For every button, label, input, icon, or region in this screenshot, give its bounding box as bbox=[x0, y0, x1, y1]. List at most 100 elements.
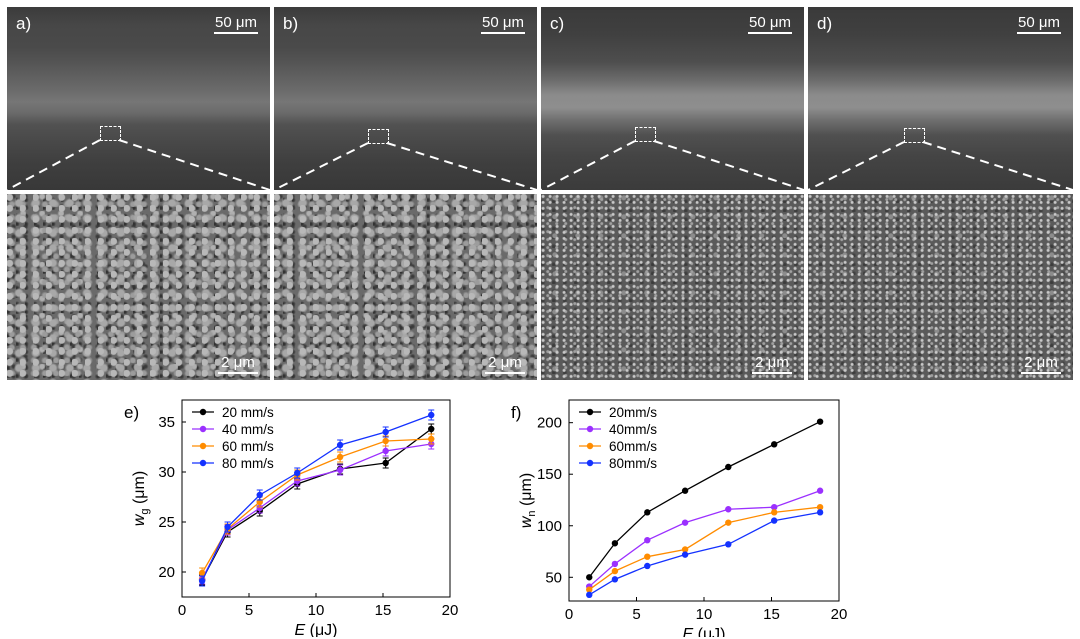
data-point bbox=[611, 576, 619, 583]
scale-label-bottom-c: 2 μm bbox=[755, 354, 789, 371]
scale-label-bottom-a: 2 μm bbox=[221, 354, 255, 371]
data-point bbox=[644, 509, 651, 516]
x-axis-symbol: E bbox=[295, 622, 306, 637]
zoom-lines-c bbox=[541, 140, 804, 190]
data-point bbox=[681, 487, 689, 494]
series-line bbox=[588, 490, 821, 588]
data-point bbox=[294, 477, 301, 485]
data-point bbox=[198, 577, 206, 585]
zoom-region-d bbox=[904, 128, 925, 143]
data-point bbox=[382, 428, 389, 436]
zoom-lines-a bbox=[7, 139, 270, 190]
y-axis-label: wg (μm) bbox=[131, 471, 151, 526]
data-point bbox=[586, 574, 593, 581]
y-axis-subscript: n bbox=[526, 510, 538, 516]
y-axis-label: wn (μm) bbox=[518, 473, 538, 528]
y-axis-unit: (μm) bbox=[131, 471, 148, 509]
legend-label: 80mm/s bbox=[609, 456, 657, 471]
data-point bbox=[428, 411, 435, 419]
y-axis-symbol: w bbox=[131, 513, 148, 526]
data-point bbox=[771, 441, 778, 448]
data-point bbox=[586, 586, 593, 593]
sem-zoom-d: 2 μm bbox=[808, 194, 1073, 380]
scale-label-top-a: 50 μm bbox=[215, 14, 257, 31]
data-point bbox=[586, 591, 593, 599]
legend-label: 60mm/s bbox=[609, 439, 657, 454]
data-point bbox=[611, 540, 619, 547]
data-point bbox=[198, 569, 206, 577]
data-point bbox=[725, 463, 732, 471]
panel-label-d: d) bbox=[817, 14, 833, 33]
data-point bbox=[771, 504, 778, 511]
scale-bar-top-c: 50 μm bbox=[748, 14, 792, 34]
x-axis-label: E (μJ) bbox=[295, 622, 338, 637]
x-tick-label: 20 bbox=[442, 602, 459, 619]
x-axis-label: E (μJ) bbox=[683, 626, 726, 637]
scale-bar-top-d: 50 μm bbox=[1017, 14, 1061, 34]
panel-label: e) bbox=[124, 403, 139, 422]
data-point bbox=[771, 517, 778, 524]
legend-label: 40mm/s bbox=[609, 422, 657, 437]
zoom-region-c bbox=[635, 127, 656, 142]
scale-bar-top-a: 50 μm bbox=[214, 14, 258, 34]
data-point bbox=[428, 435, 435, 443]
scale-label-top-c: 50 μm bbox=[749, 14, 791, 31]
data-point bbox=[611, 560, 619, 568]
data-point bbox=[725, 519, 732, 526]
legend-marker bbox=[586, 425, 594, 433]
legend-label: 20 mm/s bbox=[222, 405, 274, 420]
zoom-lines-d bbox=[808, 141, 1073, 190]
chart-wn-vs-energy: f) 0 5 10 15 20 50 100 150 200 E (μJ) wn (μm) 20mm/s… bbox=[511, 399, 847, 637]
x-tick-label: 5 bbox=[632, 606, 640, 623]
x-tick-label: 15 bbox=[375, 602, 392, 619]
panel-label-a: a) bbox=[16, 14, 32, 33]
scale-label-bottom-d: 2 μm bbox=[1024, 354, 1058, 371]
y-tick-label: 30 bbox=[158, 464, 175, 481]
sem-overview-a: a) 50 μm bbox=[7, 7, 270, 190]
panel-label-c: c) bbox=[550, 14, 565, 33]
data-point bbox=[816, 418, 824, 425]
y-axis-subscript: g bbox=[139, 508, 151, 514]
x-tick-label: 10 bbox=[308, 602, 325, 619]
sem-zoom-a: 2 μm bbox=[7, 194, 270, 380]
data-point bbox=[382, 459, 389, 467]
legend-marker bbox=[586, 442, 594, 450]
y-tick-label: 50 bbox=[545, 569, 562, 586]
data-point bbox=[725, 506, 732, 513]
legend-marker bbox=[586, 459, 594, 467]
scale-bar-bottom-c: 2 μm bbox=[752, 354, 792, 374]
data-point bbox=[256, 504, 263, 512]
scale-bar-bottom-d: 2 μm bbox=[1021, 354, 1061, 374]
chart-wg-vs-energy: e) 0 5 10 15 20 20 25 30 35 E (μJ) wg (μm) 20 mm/s 40… bbox=[124, 399, 459, 637]
data-point bbox=[611, 567, 619, 575]
legend-marker bbox=[199, 408, 207, 416]
data-point bbox=[644, 553, 651, 560]
data-point bbox=[681, 519, 689, 526]
legend-marker bbox=[199, 442, 207, 450]
sem-overview-b: b) 50 μm bbox=[274, 7, 537, 190]
data-point bbox=[816, 487, 824, 494]
series-line bbox=[588, 506, 821, 591]
x-axis-symbol: E bbox=[683, 626, 694, 637]
legend-label: 20mm/s bbox=[609, 405, 657, 420]
x-tick-label: 0 bbox=[565, 606, 573, 623]
y-axis-symbol: w bbox=[518, 515, 535, 528]
series-line bbox=[588, 511, 821, 596]
legend-marker bbox=[586, 408, 594, 416]
x-axis-unit: (μJ) bbox=[693, 626, 725, 637]
data-point bbox=[816, 509, 824, 516]
data-point bbox=[382, 437, 389, 445]
legend-marker bbox=[199, 425, 207, 433]
sem-overview-d: d) 50 μm bbox=[808, 7, 1073, 190]
legend-label: 80 mm/s bbox=[222, 456, 274, 471]
zoom-lines-b bbox=[274, 142, 537, 190]
scale-bar-bottom-a: 2 μm bbox=[218, 354, 258, 374]
scale-label-top-d: 50 μm bbox=[1018, 14, 1060, 31]
x-tick-label: 5 bbox=[245, 602, 253, 619]
data-point bbox=[382, 447, 389, 455]
y-axis-unit: (μm) bbox=[518, 473, 535, 511]
legend-label: 40 mm/s bbox=[222, 422, 274, 437]
legend-marker bbox=[199, 459, 207, 467]
x-axis-unit: (μJ) bbox=[305, 622, 337, 637]
data-point bbox=[644, 562, 651, 570]
